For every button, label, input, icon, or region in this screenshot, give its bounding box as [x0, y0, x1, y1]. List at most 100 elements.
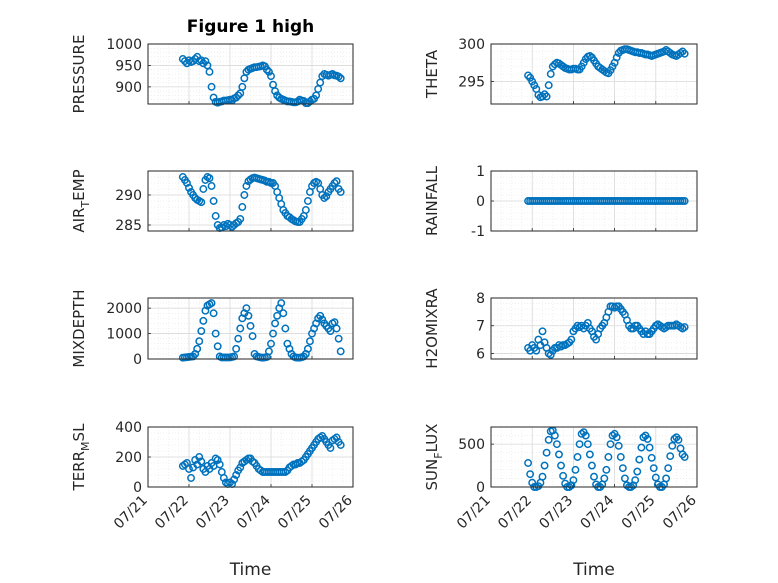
data-point: [236, 215, 245, 223]
data-point: [320, 194, 329, 202]
data-point: [528, 478, 537, 487]
y-tick-label: 900: [115, 80, 142, 96]
data-point: [555, 450, 563, 459]
x-tick-label: 07/23: [193, 493, 233, 533]
data-point: [600, 474, 609, 483]
data-point: [209, 197, 218, 205]
y-tick-label: 6: [476, 346, 485, 362]
data-point: [303, 197, 312, 205]
data-point: [213, 456, 222, 464]
data-point: [267, 339, 275, 348]
data-point: [664, 464, 673, 473]
data-point: [336, 441, 345, 449]
data-point: [590, 472, 598, 481]
y-tick-label: 2000: [106, 301, 142, 317]
data-point: [207, 82, 216, 91]
data-point: [540, 90, 549, 99]
data-point: [185, 183, 193, 192]
data-point: [614, 441, 623, 450]
data-point: [334, 72, 343, 81]
data-point: [649, 464, 658, 473]
data-point: [197, 457, 206, 466]
x-tick-label: 07/22: [152, 493, 192, 533]
data-point: [326, 444, 335, 452]
data-point: [185, 465, 193, 473]
data-point: [670, 435, 679, 443]
data-point: [322, 192, 331, 201]
data-point: [678, 47, 687, 56]
data-point: [633, 467, 642, 476]
y-tick-label: 0: [476, 194, 485, 210]
data-point: [680, 197, 689, 205]
data-point: [230, 475, 239, 484]
data-point: [542, 92, 551, 101]
data-point: [336, 347, 345, 356]
subplot-4: 1 0 -1 RAINFALL: [423, 164, 698, 240]
data-point: [205, 174, 214, 183]
data-point: [604, 453, 613, 461]
data-point: [301, 206, 310, 214]
data-point: [680, 453, 689, 461]
data-point: [232, 344, 241, 353]
x-tick-label: 07/26: [660, 492, 700, 532]
data-point: [332, 177, 341, 186]
x-tick-label: 07/21: [454, 493, 494, 533]
data-point: [211, 329, 220, 338]
data-point: [581, 431, 590, 440]
data-point: [215, 460, 224, 469]
data-point: [575, 440, 584, 449]
data-point: [213, 342, 222, 351]
data-point: [271, 319, 280, 328]
data-point: [242, 304, 251, 313]
data-point: [552, 440, 561, 449]
data-point: [219, 474, 228, 482]
x-tick-label: 07/26: [316, 492, 356, 532]
y-axis-label: TERRMSL: [70, 423, 92, 492]
data-point: [618, 464, 627, 473]
data-point: [645, 443, 654, 452]
data-point: [209, 309, 218, 318]
y-tick-label: 7: [476, 319, 485, 335]
subplot-7: 400 200 0 TERRMSL 07/21 07/22 07/23 07/24 07/25 0…: [70, 420, 356, 580]
data-point: [265, 347, 273, 356]
data-point: [546, 70, 555, 78]
data-point: [279, 309, 288, 318]
data-point: [330, 179, 339, 187]
data-point: [585, 450, 594, 459]
y-tick-label: 0: [476, 480, 485, 496]
y-tick-label: 200: [115, 450, 142, 466]
data-point: [246, 322, 255, 330]
y-axis-label: SUNFLUX: [423, 424, 445, 491]
x-tick-label: 07/25: [275, 493, 315, 533]
data-point: [248, 332, 257, 341]
data-point: [544, 435, 553, 444]
data-point: [635, 455, 644, 464]
data-point: [316, 311, 325, 320]
y-tick-label: 1000: [106, 37, 142, 53]
axes-border: [490, 43, 698, 105]
x-tick-label: 07/23: [536, 493, 576, 533]
data-point: [680, 323, 689, 332]
y-tick-label: 295: [458, 75, 485, 91]
subplot-8: 500 0 SUNFLUX 07/21 07/22 07/23 07/24 07/25 07/2…: [423, 424, 700, 580]
y-axis-label: PRESSURE: [70, 35, 88, 114]
data-point: [544, 81, 553, 90]
data-point: [606, 440, 615, 449]
data-point: [524, 71, 533, 80]
y-tick-label: -1: [471, 224, 485, 240]
data-point: [197, 198, 206, 207]
y-tick-label: 1: [476, 164, 485, 180]
y-tick-label: 285: [115, 218, 142, 234]
subplot-3: 290 285 AIRTEMP: [70, 169, 354, 234]
data-point: [668, 441, 677, 450]
data-point: [569, 476, 578, 485]
data-point: [680, 49, 689, 58]
data-point: [199, 59, 208, 68]
x-tick-label: 07/22: [495, 493, 535, 533]
data-point: [232, 471, 241, 479]
data-point: [306, 337, 314, 346]
data-point: [271, 87, 280, 96]
data-point: [532, 346, 541, 355]
x-tick-label: 07/24: [578, 492, 618, 532]
